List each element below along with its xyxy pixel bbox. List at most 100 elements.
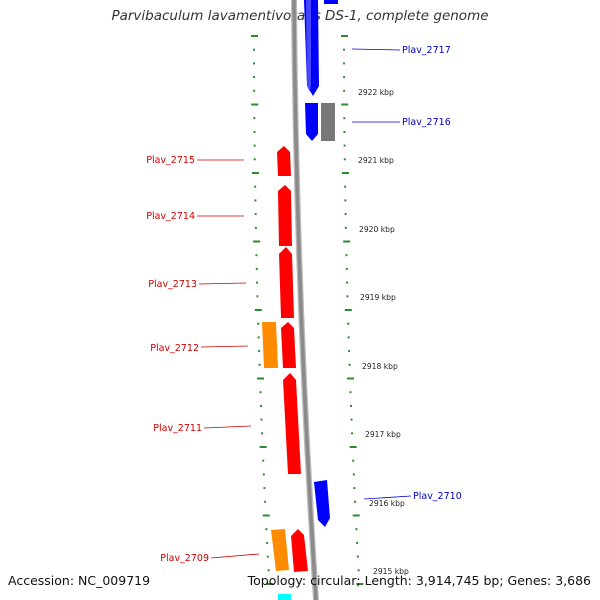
right-tick-mark — [352, 473, 355, 476]
right-tick-mark — [343, 89, 346, 92]
left-tick-mark — [253, 117, 256, 120]
gene-label-plav-2714[interactable]: Plav_2714 — [146, 211, 195, 222]
left-tick-mark — [257, 336, 260, 339]
right-tick-mark — [349, 391, 352, 394]
leader-line-plav-2712 — [200, 345, 249, 348]
left-tick-mark — [266, 541, 269, 544]
gene-arrow-plav-2712[interactable] — [281, 322, 296, 368]
left-tick-mark — [253, 158, 256, 161]
left-tick-mark — [265, 528, 268, 531]
left-tick-mark — [263, 487, 266, 490]
gene-highlight-plav-2717 — [306, 0, 311, 92]
gene-label-plav-2711[interactable]: Plav_2711 — [153, 423, 202, 434]
left-tick-mark — [253, 62, 256, 65]
left-tick-mark — [258, 350, 261, 353]
gene-arrow-top-partial[interactable] — [324, 0, 338, 4]
gene-arrow-plav-2713[interactable] — [279, 247, 294, 318]
right-tick-mark — [346, 377, 354, 380]
leader-line-plav-2709 — [210, 553, 260, 559]
scale-label-2922: 2922 kbp — [358, 88, 394, 97]
gene-arrow-plav-2716[interactable] — [305, 103, 318, 141]
gene-label-plav-2717[interactable]: Plav_2717 — [402, 45, 451, 56]
left-tick-mark — [262, 473, 265, 476]
left-tick-mark — [262, 459, 265, 462]
left-tick-mark — [253, 89, 256, 92]
right-tick-mark — [357, 569, 360, 572]
left-tick-mark — [260, 418, 263, 421]
right-tick-mark — [345, 254, 348, 257]
scale-label-2915: 2915 kbp — [373, 567, 409, 576]
left-tick-mark — [266, 555, 269, 558]
label-layer: Plav_2717 Plav_2716 Plav_2715 Plav_2714 … — [146, 45, 462, 564]
right-tick-mark — [354, 500, 357, 503]
right-tick-mark — [346, 295, 349, 298]
gene-label-plav-2710[interactable]: Plav_2710 — [413, 491, 462, 502]
right-tick-mark — [344, 185, 347, 188]
accession-text: Accession: NC_009719 — [8, 573, 151, 588]
left-tick-mark — [264, 500, 267, 503]
left-tick-mark — [267, 569, 270, 572]
right-tick-mark — [341, 35, 348, 37]
right-tick-mark — [343, 76, 346, 79]
left-tick-mark — [255, 254, 258, 257]
left-tick-mark — [257, 322, 260, 325]
orange-feature-1[interactable] — [262, 322, 278, 368]
left-tick-mark — [261, 432, 264, 435]
scale-label-2916: 2916 kbp — [369, 499, 405, 508]
topology-text: Topology: circular; Length: 3,914,745 bp… — [247, 573, 591, 588]
gene-label-plav-2709[interactable]: Plav_2709 — [160, 553, 209, 564]
leader-line-plav-2711 — [203, 425, 252, 429]
right-tick-mark — [356, 555, 359, 558]
left-tick-mark — [254, 199, 257, 202]
scale-label-2921: 2921 kbp — [358, 156, 394, 165]
gene-arrow-plav-2711[interactable] — [283, 373, 301, 474]
left-tick-mark — [251, 172, 259, 174]
left-tick-mark — [256, 281, 259, 284]
left-tick-mark — [254, 309, 262, 311]
gene-arrow-plav-2709[interactable] — [291, 529, 308, 572]
right-tick-mark — [345, 267, 348, 270]
left-tick-mark — [259, 446, 267, 448]
gene-arrow-plav-2710[interactable] — [314, 480, 330, 527]
right-tick-mark — [344, 213, 347, 216]
right-tick-mark — [343, 144, 346, 147]
gene-label-plav-2712[interactable]: Plav_2712 — [150, 343, 199, 354]
scale-label-2917: 2917 kbp — [365, 430, 401, 439]
left-tick-mark — [255, 267, 258, 270]
left-tick-mark — [256, 295, 259, 298]
right-tick-mark — [349, 404, 352, 407]
right-tick-mark — [356, 583, 364, 585]
gene-label-plav-2716[interactable]: Plav_2716 — [402, 117, 451, 128]
right-tick-mark — [351, 432, 354, 435]
right-tick-mark — [343, 158, 346, 161]
right-tick-mark — [353, 487, 356, 490]
left-tick-mark — [254, 226, 257, 229]
right-tick-mark — [348, 363, 351, 366]
gray-feature[interactable] — [321, 103, 335, 141]
right-tick-mark — [344, 309, 352, 311]
right-tick-mark — [352, 459, 355, 462]
left-tick-mark — [253, 76, 256, 79]
left-tick-mark — [254, 213, 257, 216]
leader-line-plav-2717 — [351, 48, 401, 51]
feature-layer — [262, 0, 338, 600]
orange-feature-2[interactable] — [271, 529, 289, 571]
scale-label-layer: 2922 kbp 2921 kbp 2920 kbp 2919 kbp 2918… — [358, 88, 409, 576]
gene-label-plav-2715[interactable]: Plav_2715 — [146, 155, 195, 166]
left-tick-mark — [253, 130, 256, 133]
right-tick-mark — [344, 199, 347, 202]
gene-arrow-plav-2715[interactable] — [277, 146, 291, 176]
leader-line-plav-2710 — [363, 495, 412, 500]
right-tick-mark — [344, 226, 347, 229]
gene-arrow-plav-2714[interactable] — [278, 185, 292, 246]
right-tick-mark — [343, 117, 346, 120]
backbone-line-core — [292, 0, 318, 600]
left-tick-mark — [256, 377, 264, 380]
left-tick-mark — [259, 391, 262, 394]
cyan-feature[interactable] — [278, 594, 291, 600]
right-tick-mark — [341, 103, 349, 106]
gene-label-plav-2713[interactable]: Plav_2713 — [148, 279, 197, 290]
right-tick-mark — [341, 172, 349, 174]
scale-label-2919: 2919 kbp — [360, 293, 396, 302]
